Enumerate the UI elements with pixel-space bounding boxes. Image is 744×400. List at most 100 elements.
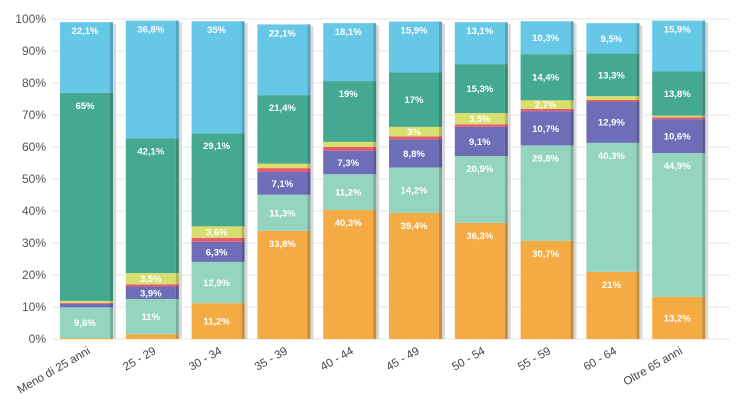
data-label: 9,5% <box>601 34 623 45</box>
bar-segment-side <box>636 23 640 54</box>
data-label: 2,7% <box>535 100 557 111</box>
bar-segment <box>520 54 571 101</box>
y-tick-label: 100% <box>15 12 46 26</box>
bar-segment-side <box>504 22 508 65</box>
data-label: 36,3% <box>466 231 493 242</box>
data-label: 22,1% <box>72 26 99 37</box>
bar-segment <box>454 113 505 125</box>
bar-segment <box>60 22 110 93</box>
y-tick-label: 90% <box>22 44 46 58</box>
bar-segment-side <box>439 167 442 213</box>
bar-segment-side <box>307 95 311 164</box>
x-tick-label: 25 - 29 <box>121 345 158 373</box>
bar-segment <box>191 261 242 304</box>
bar-segment-side <box>702 119 706 154</box>
bar-segment-side <box>702 115 706 118</box>
data-label: 42,1% <box>137 146 164 157</box>
y-tick-label: 70% <box>22 108 46 122</box>
data-label: 11% <box>142 312 161 323</box>
bar-segment <box>60 92 110 301</box>
data-label: 33,8% <box>269 239 296 250</box>
bar-segment-side <box>373 174 377 211</box>
bar-segment <box>652 296 703 339</box>
bar-segment-side <box>175 299 179 335</box>
bar-segment-side <box>307 168 311 172</box>
bar-segment <box>257 95 308 164</box>
bar-segment-side <box>702 20 706 72</box>
data-label: 15,9% <box>664 25 691 36</box>
bar-segment <box>323 147 374 151</box>
x-tick-label: 30 - 34 <box>187 345 225 374</box>
bar-segment-side <box>373 210 377 339</box>
data-label: 13,2% <box>664 313 691 324</box>
data-label: 19% <box>339 89 359 100</box>
data-label: 11,2% <box>335 188 362 199</box>
bars <box>60 20 709 340</box>
bar-segment-side <box>307 171 311 195</box>
bar-segment-side <box>241 237 245 242</box>
bar-segment <box>191 21 242 134</box>
data-label: 12,9% <box>203 278 230 289</box>
bar-segment <box>257 24 308 96</box>
bar-segment-side <box>570 108 574 112</box>
y-tick-label: 50% <box>22 172 46 186</box>
bar-segment <box>191 303 242 339</box>
bar-segment-side <box>439 72 442 127</box>
bar-segment-side <box>504 222 508 339</box>
data-label: 8,8% <box>403 149 425 160</box>
data-label: 17% <box>404 95 424 106</box>
bar-segment <box>125 334 176 339</box>
data-label: 40,3% <box>335 218 362 229</box>
data-label: 14,4% <box>532 73 559 84</box>
bar-segment <box>257 230 308 339</box>
data-label: 21,4% <box>269 103 296 114</box>
bar-segment-side <box>373 81 377 142</box>
data-label: 9,1% <box>469 137 491 148</box>
bar-segment <box>520 21 571 55</box>
bar-segment-side <box>241 241 245 262</box>
bar-segment <box>60 302 110 304</box>
data-label: 18,1% <box>335 27 362 38</box>
bar-segment-side <box>307 194 311 231</box>
data-label: 12,9% <box>598 118 625 129</box>
bar-segment-side <box>110 307 113 339</box>
x-tick-label: 40 - 44 <box>319 345 357 374</box>
bar-segment-side <box>439 21 442 73</box>
x-axis-ticks: Meno di 25 anni 25 - 29 30 - 34 35 - 39 40 -… <box>16 345 685 397</box>
bar-segment <box>389 212 439 339</box>
y-tick-label: 40% <box>22 204 46 218</box>
data-label: 3,5% <box>140 274 162 285</box>
bar-segment-side <box>110 338 113 339</box>
y-tick-label: 30% <box>22 236 46 250</box>
data-label: 10,3% <box>532 33 559 44</box>
bar-segment-side <box>307 163 311 169</box>
bar-segment-side <box>175 138 179 274</box>
bar-segment <box>520 240 571 339</box>
bar-segment <box>257 163 308 169</box>
data-label: 7,1% <box>272 179 294 190</box>
bar-segment <box>586 99 637 102</box>
data-label: 15,9% <box>401 26 428 37</box>
data-label: 6,3% <box>206 247 228 258</box>
bar-segment <box>586 23 637 54</box>
bar-segment-side <box>636 99 640 102</box>
data-label: 13,8% <box>664 89 691 100</box>
bar-segment-side <box>504 64 508 114</box>
data-label: 13,3% <box>598 70 625 81</box>
data-label: 30,7% <box>532 249 559 260</box>
bar-segment <box>454 126 505 156</box>
bar-segment <box>323 81 374 142</box>
bar-segment-side <box>110 92 113 301</box>
bar-segment <box>60 300 110 303</box>
bar-segment <box>257 168 308 172</box>
bar-segment <box>520 100 571 109</box>
bar-segment-side <box>570 100 574 109</box>
bar-segment <box>323 150 374 175</box>
data-label: 44,9% <box>664 161 691 172</box>
bar-segment-side <box>439 126 442 137</box>
data-label: 11,2% <box>203 317 230 328</box>
bar-segment-side <box>439 139 442 168</box>
bar-segment <box>389 136 439 140</box>
